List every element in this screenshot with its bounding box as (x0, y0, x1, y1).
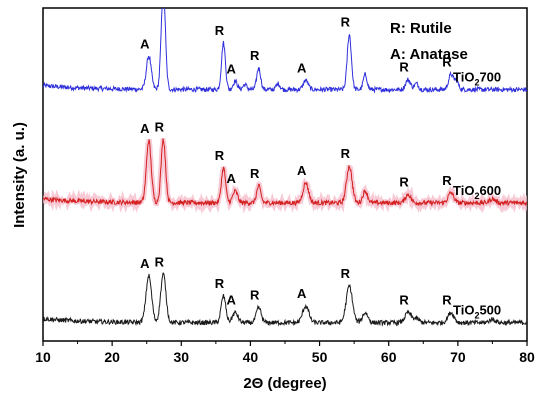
x-tick-label-80: 80 (519, 349, 535, 365)
x-tick-label-10: 10 (35, 349, 51, 365)
peak-label-TiO2500-36.1: R (215, 276, 225, 291)
peak-label-TiO2600-41.2: R (250, 166, 260, 181)
peak-label-TiO2500-25.3: A (140, 256, 150, 271)
peak-label-TiO2500-27.4: R (155, 254, 165, 269)
peak-label-TiO2700-62.8: R (399, 60, 409, 75)
series-label-TiO2600: TiO2600 (453, 183, 501, 201)
peak-label-TiO2500-48: A (297, 286, 307, 301)
peak-label-TiO2600-48: A (297, 163, 307, 178)
peak-label-TiO2500-54.3: R (341, 266, 351, 281)
series-line-TiO2500 (43, 272, 527, 327)
x-tick-label-60: 60 (381, 349, 397, 365)
x-tick-label-70: 70 (450, 349, 466, 365)
peak-label-TiO2500-62.8: R (399, 293, 409, 308)
peak-label-TiO2600-54.3: R (341, 146, 351, 161)
peak-label-TiO2600-25.3: A (140, 121, 150, 136)
peak-label-TiO2700-41.2: R (250, 48, 260, 63)
peak-label-TiO2600-37.8: A (227, 171, 237, 186)
x-tick-label-40: 40 (243, 349, 259, 365)
peak-label-TiO2700-48: A (297, 60, 307, 75)
peak-label-TiO2700-54.3: R (341, 15, 351, 30)
series-line-TiO2600 (43, 138, 527, 207)
y-axis-title: Intensity (a. u.) (11, 122, 28, 228)
series-label-TiO2500: TiO2500 (453, 303, 501, 321)
legend-anatase: A: Anatase (390, 46, 468, 63)
x-tick-label-30: 30 (173, 349, 189, 365)
peak-label-TiO2600-62.8: R (399, 174, 409, 189)
x-tick-label-50: 50 (312, 349, 328, 365)
series-label-TiO2700: TiO2700 (453, 70, 501, 88)
peak-label-TiO2500-69: R (442, 293, 452, 308)
x-axis-title: 2Θ (degree) (243, 375, 326, 392)
x-tick-label-20: 20 (104, 349, 120, 365)
peak-label-TiO2600-69: R (442, 173, 452, 188)
series-line-TiO2700 (43, 8, 527, 94)
peak-label-TiO2500-41.2: R (250, 288, 260, 303)
peak-label-TiO2600-36.1: R (215, 148, 225, 163)
peak-label-TiO2700-36.1: R (215, 23, 225, 38)
peak-label-TiO2500-37.8: A (227, 293, 237, 308)
peak-label-TiO2600-27.4: R (155, 120, 165, 135)
peak-label-TiO2700-69: R (442, 55, 452, 70)
peak-label-TiO2700-37.8: A (227, 61, 237, 76)
legend-rutile: R: Rutile (390, 20, 452, 37)
peak-label-TiO2700-25.3: A (140, 36, 150, 51)
